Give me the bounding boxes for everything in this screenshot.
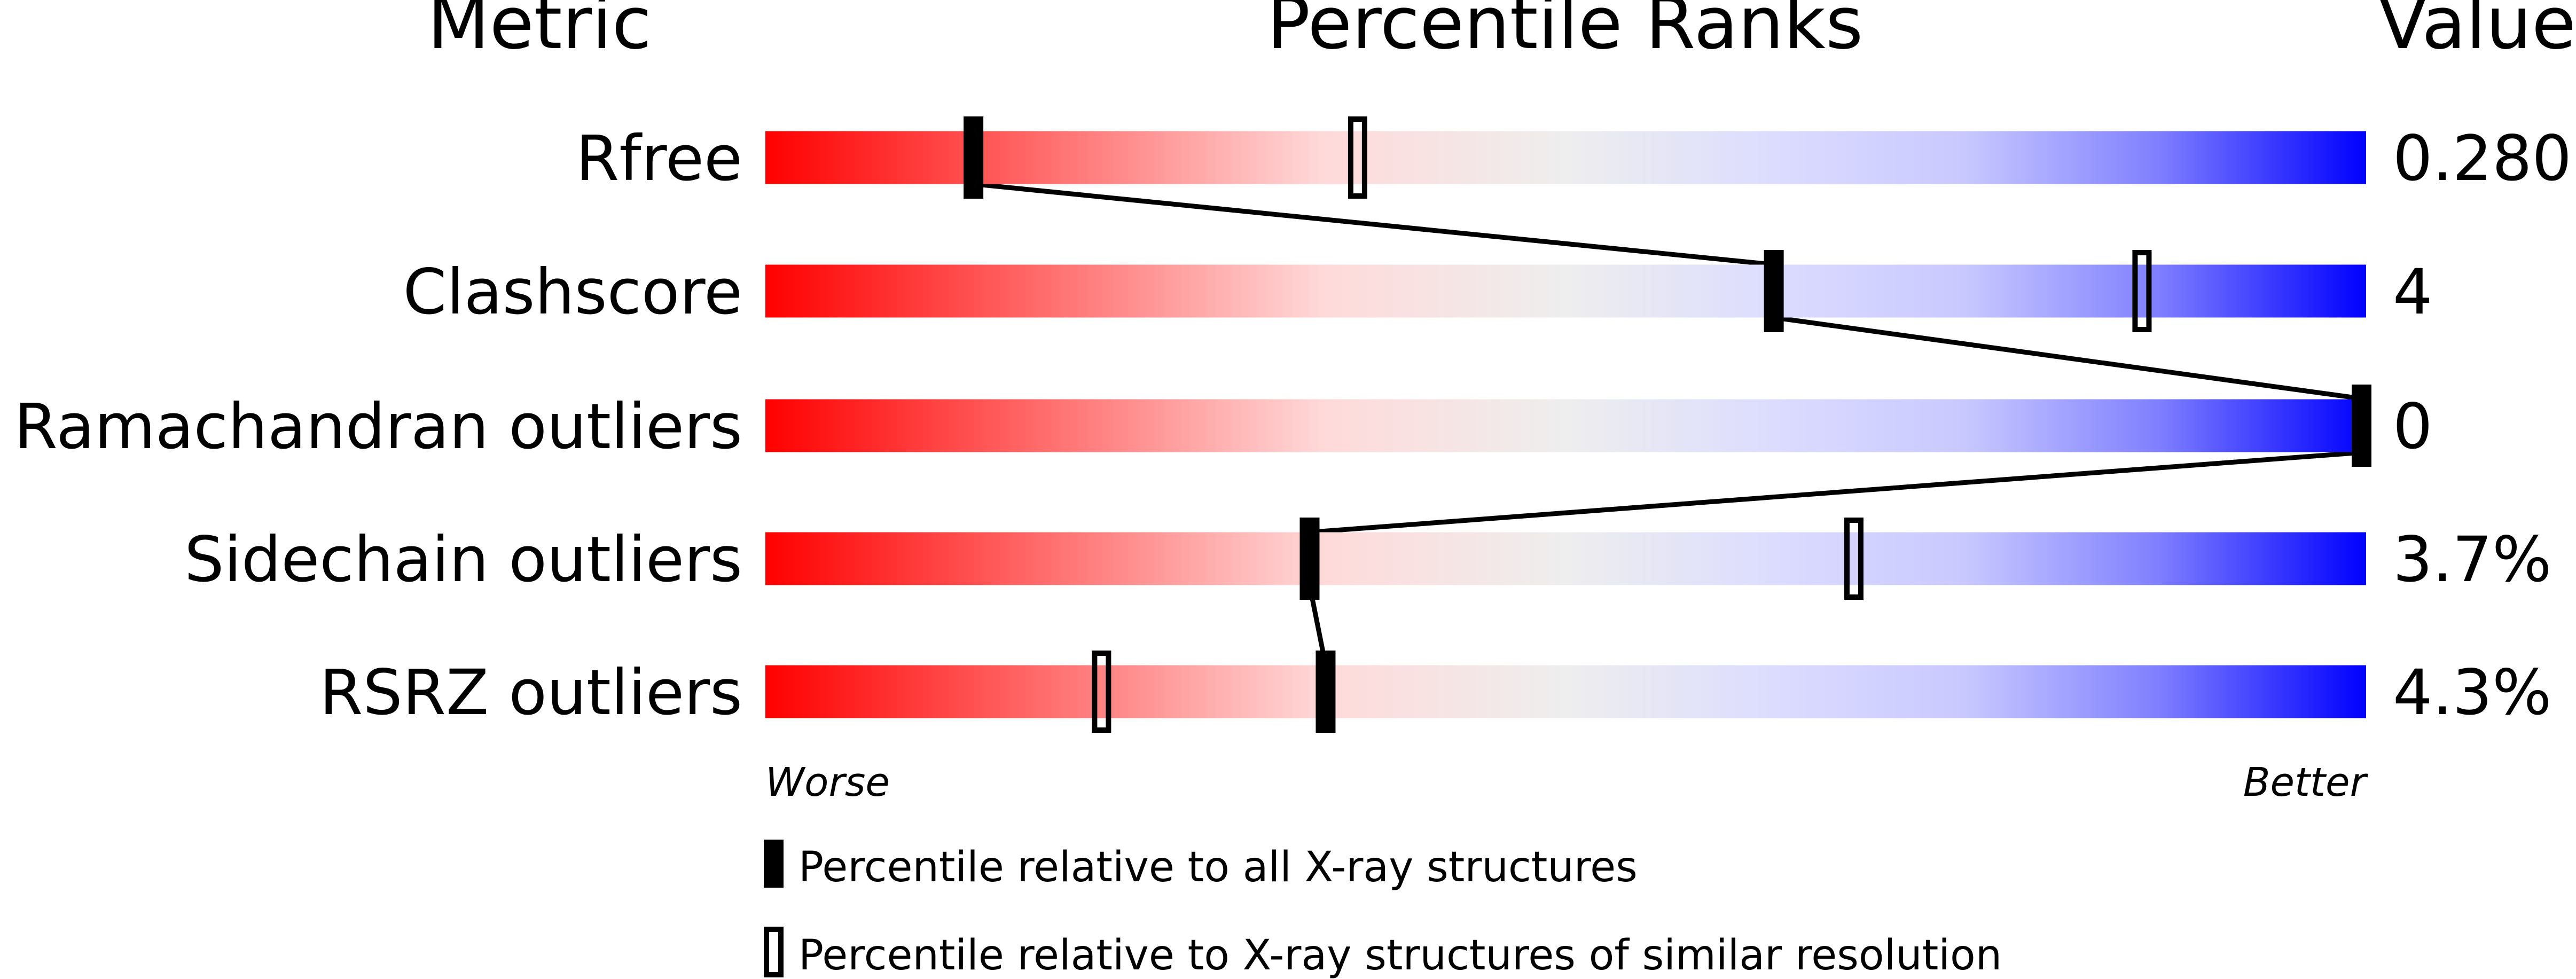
marker-all-structures [964, 116, 984, 199]
legend-open-marker-icon [764, 927, 784, 977]
metric-label: RSRZ outliers [319, 656, 742, 729]
connector-line [1309, 450, 2367, 535]
legend-open-label: Percentile relative to X-ray structures … [798, 931, 2002, 979]
metric-value: 3.7% [2393, 523, 2551, 596]
header-value: Value [2378, 0, 2576, 65]
percentile-bar [765, 665, 2366, 718]
metric-label: Clashscore [403, 255, 742, 328]
marker-all-structures [1299, 518, 1320, 600]
metric-value: 0 [2393, 390, 2432, 463]
axis-better-label: Better [2243, 759, 2369, 805]
marker-all-structures [1316, 651, 1336, 733]
marker-all-structures [1764, 250, 1784, 332]
marker-similar-resolution [2132, 250, 2152, 332]
percentile-bar [765, 532, 2366, 585]
metric-value: 4.3% [2393, 656, 2551, 729]
metric-value: 4 [2393, 255, 2432, 328]
metric-label: Rfree [576, 122, 742, 195]
metric-label: Ramachandran outliers [14, 390, 743, 463]
percentile-bar [765, 399, 2366, 452]
marker-similar-resolution [1844, 518, 1864, 600]
marker-similar-resolution [1348, 116, 1367, 199]
metric-label: Sidechain outliers [184, 523, 742, 596]
metric-value: 0.280 [2393, 122, 2572, 195]
connector-line [973, 182, 1774, 267]
marker-all-structures [2352, 385, 2371, 467]
header-percentile-ranks: Percentile Ranks [1267, 0, 1864, 65]
marker-similar-resolution [1092, 651, 1111, 733]
legend-filled-label: Percentile relative to all X-ray structu… [798, 843, 1638, 891]
percentile-bar [765, 264, 2366, 318]
percentile-bar [765, 131, 2366, 184]
axis-worse-label: Worse [765, 759, 890, 805]
header-metric: Metric [427, 0, 652, 65]
legend-filled-marker-icon [764, 840, 784, 888]
connector-line [1773, 315, 2367, 402]
